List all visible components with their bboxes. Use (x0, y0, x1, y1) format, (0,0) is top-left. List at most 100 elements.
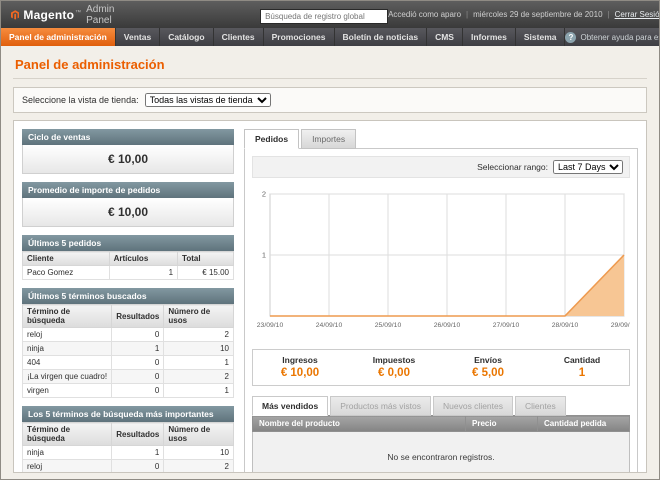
tab-nuevos-clientes[interactable]: Nuevos clientes (433, 396, 514, 416)
table-cell: 10 (163, 445, 234, 460)
svg-text:1: 1 (262, 251, 266, 260)
top-search-table: Término de búsqueda Resultados Número de u… (21, 422, 234, 472)
total-label: Impuestos (372, 355, 416, 365)
range-select[interactable]: Last 7 Days (553, 160, 623, 174)
table-cell: ninja (21, 445, 113, 460)
table-cell: 404 (21, 355, 113, 370)
table-row: ninja 1 10 (21, 341, 234, 356)
table-cell: 2 (163, 369, 234, 384)
global-search-input[interactable] (260, 8, 389, 24)
header-user-area: Accedió como aparo | miércoles 29 de sep… (388, 10, 660, 19)
table-cell: ninja (21, 341, 113, 356)
current-date: miércoles 29 de septiembre de 2010 (473, 10, 603, 19)
nav-item-informes[interactable]: Informes (463, 28, 516, 46)
range-label: Seleccionar rango: (477, 162, 548, 172)
tab-importes[interactable]: Importes (301, 129, 357, 149)
nav-item-ventas[interactable]: Ventas (116, 28, 161, 46)
table-cell: reloj (21, 459, 113, 472)
dashboard-right-column: Pedidos Importes Seleccionar rango: Last … (244, 129, 638, 472)
dashboard: Ciclo de ventas € 10,00 Promedio de impo… (13, 120, 647, 473)
svg-text:26/09/10: 26/09/10 (434, 322, 461, 329)
total-label: Cantidad (563, 355, 601, 365)
table-cell: 1 (163, 383, 234, 398)
column-header-articulos: Artículos (108, 251, 179, 266)
average-orders-value: € 10,00 (22, 198, 234, 227)
nav-item-catalogo[interactable]: Catálogo (160, 28, 214, 46)
help-icon: ? (565, 31, 577, 43)
global-search (260, 6, 389, 24)
grid-column-header-cantidad-pedida: Cantidad pedida (537, 415, 630, 432)
orders-amounts-tabs: Pedidos Importes (244, 129, 638, 149)
grid-column-header-precio: Precio (465, 415, 538, 432)
nav-item-promociones[interactable]: Promociones (264, 28, 335, 46)
table-cell: 1 (111, 445, 165, 460)
logo-text: Magento (23, 7, 75, 22)
total-value: € 10,00 (280, 367, 320, 379)
svg-text:23/09/10: 23/09/10 (257, 322, 284, 329)
total-envios: Envíos € 5,00 (441, 350, 535, 385)
page-title: Panel de administración (13, 54, 647, 79)
table-row: ¡La virgen que cuadro! 0 2 (21, 369, 234, 384)
svg-text:25/09/10: 25/09/10 (375, 322, 402, 329)
nav-items: Panel de administración Ventas Catálogo Cli… (1, 28, 566, 46)
totals-bar: Ingresos € 10,00 Impuestos € 0,00 Envíos € 5,… (252, 349, 630, 386)
magento-logo-icon (11, 9, 20, 19)
bottom-grid-tabs: Más vendidos Productos más vistos Nuevos c… (252, 396, 630, 416)
table-cell: reloj (21, 327, 113, 342)
tab-clientes[interactable]: Clientes (515, 396, 566, 416)
help-label: Obtener ayuda para esta página (580, 32, 659, 42)
top-search-panel: Los 5 términos de búsqueda más important… (21, 406, 234, 472)
top-header: Magento ™ Admin Panel Accedió como aparo… (1, 1, 659, 28)
last-search-panel: Últimos 5 términos buscados Término de b… (21, 288, 234, 398)
tab-mas-vendidos[interactable]: Más vendidos (252, 396, 329, 416)
last-orders-table: Cliente Artículos Total Paco Gomez 1 € 15.00 (22, 251, 234, 280)
tab-productos-mas-vistos[interactable]: Productos más vistos (330, 396, 431, 416)
products-table: Nombre del producto Precio Cantidad pedida… (252, 415, 630, 472)
empty-message: No se encontraron registros. (252, 431, 630, 472)
average-orders-panel: Promedio de importe de pedidos € 10,00 (22, 182, 234, 227)
table-cell: 0 (111, 459, 165, 472)
total-label: Ingresos (282, 355, 318, 365)
table-row: virgen 0 1 (21, 383, 234, 398)
last-orders-title: Últimos 5 pedidos (22, 235, 234, 251)
table-cell: 0 (111, 383, 165, 398)
nav-item-sistema[interactable]: Sistema (516, 28, 566, 46)
logo-subtext: Admin Panel (86, 3, 115, 26)
table-cell: ¡La virgen que cuadro! (21, 369, 113, 384)
table-row: reloj 0 2 (21, 327, 234, 342)
nav-item-cms[interactable]: CMS (427, 28, 463, 46)
total-value: € 5,00 (472, 367, 504, 379)
main-nav: Panel de administración Ventas Catálogo Cli… (1, 28, 659, 46)
column-header-cliente: Cliente (22, 251, 110, 266)
total-value: 1 (578, 367, 586, 379)
last-orders-panel: Últimos 5 pedidos Cliente Artículos Total P… (22, 235, 234, 280)
table-cell: 2 (163, 327, 234, 342)
nav-item-boletin-de-noticias[interactable]: Boletín de noticias (335, 28, 428, 46)
store-view-select[interactable]: Todas las vistas de tienda (144, 93, 271, 107)
table-row: 404 0 1 (21, 355, 234, 370)
top-search-title: Los 5 términos de búsqueda más important… (22, 406, 234, 422)
svg-text:24/09/10: 24/09/10 (316, 322, 343, 329)
total-value: € 0,00 (378, 367, 410, 379)
nav-item-panel-de-administracion[interactable]: Panel de administración (1, 28, 116, 46)
lifetime-sales-value: € 10,00 (22, 145, 234, 174)
table-cell: 2 (163, 459, 234, 472)
lifetime-sales-title: Ciclo de ventas (22, 129, 234, 145)
table-cell: virgen (21, 383, 113, 398)
table-cell: 1 (111, 341, 165, 356)
total-cantidad: Cantidad 1 (535, 350, 629, 385)
table-cell: 0 (111, 327, 165, 342)
store-switcher: Seleccione la vista de tienda: Todas las… (13, 87, 647, 113)
svg-text:28/09/10: 28/09/10 (552, 322, 579, 329)
empty-row: No se encontraron registros. (252, 431, 630, 472)
nav-item-clientes[interactable]: Clientes (214, 28, 264, 46)
table-cell: 1 (163, 355, 234, 370)
range-selector-row: Seleccionar rango: Last 7 Days (252, 156, 630, 178)
logout-link[interactable]: Cerrar Sesión (614, 10, 660, 19)
header-separator: | (607, 10, 610, 19)
svg-text:29/09/10: 29/09/10 (611, 322, 630, 329)
dashboard-left-column: Ciclo de ventas € 10,00 Promedio de impo… (21, 129, 234, 472)
column-header-resultados: Resultados (111, 422, 165, 446)
page-help-link[interactable]: ? Obtener ayuda para esta página (565, 28, 659, 46)
tab-pedidos[interactable]: Pedidos (244, 129, 300, 149)
